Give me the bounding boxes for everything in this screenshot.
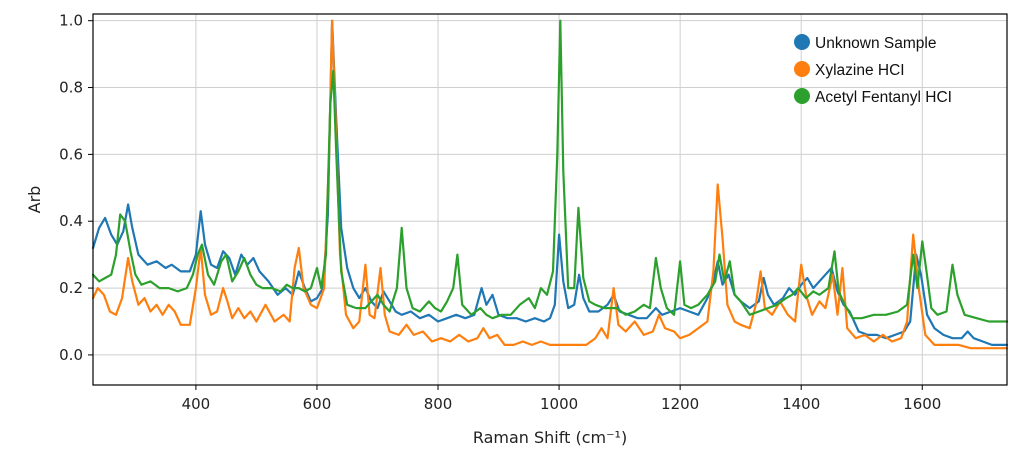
y-tick-label: 0.0 — [59, 346, 83, 364]
legend: Unknown Sample Xylazine HCI Acetyl Fentany… — [794, 34, 952, 106]
x-tick-label: 1000 — [540, 395, 578, 413]
legend-label: Acetyl Fentanyl HCI — [815, 89, 952, 106]
y-tick-label: 0.6 — [59, 145, 83, 163]
x-tick-label: 600 — [303, 395, 332, 413]
x-tick-label: 400 — [182, 395, 211, 413]
y-tick-label: 0.4 — [59, 212, 83, 230]
legend-marker — [794, 34, 810, 50]
plot-frame — [92, 13, 1008, 386]
series-lines — [91, 19, 1009, 350]
x-tick-label: 1200 — [661, 395, 699, 413]
series-line-1 — [91, 19, 1009, 346]
series-line-3 — [91, 19, 1009, 323]
x-tick-label: 1600 — [903, 395, 941, 413]
legend-marker — [794, 88, 810, 104]
y-axis-title: Arb — [25, 186, 44, 214]
legend-label: Xylazine HCI — [815, 62, 905, 79]
x-tick-label: 1400 — [782, 395, 820, 413]
y-tick-label: 1.0 — [59, 12, 83, 30]
legend-label: Unknown Sample — [815, 35, 936, 52]
x-tick-label: 800 — [424, 395, 453, 413]
axis-ticks: 400 600 800 1000 1200 1400 1600 0.0 0.2 0.4 0.6 0.8… — [59, 12, 941, 413]
series-line-2 — [91, 19, 1009, 350]
legend-marker — [794, 61, 810, 77]
x-axis-title: Raman Shift (cm⁻¹) — [473, 428, 627, 447]
y-tick-label: 0.2 — [59, 279, 83, 297]
y-tick-label: 0.8 — [59, 79, 83, 97]
